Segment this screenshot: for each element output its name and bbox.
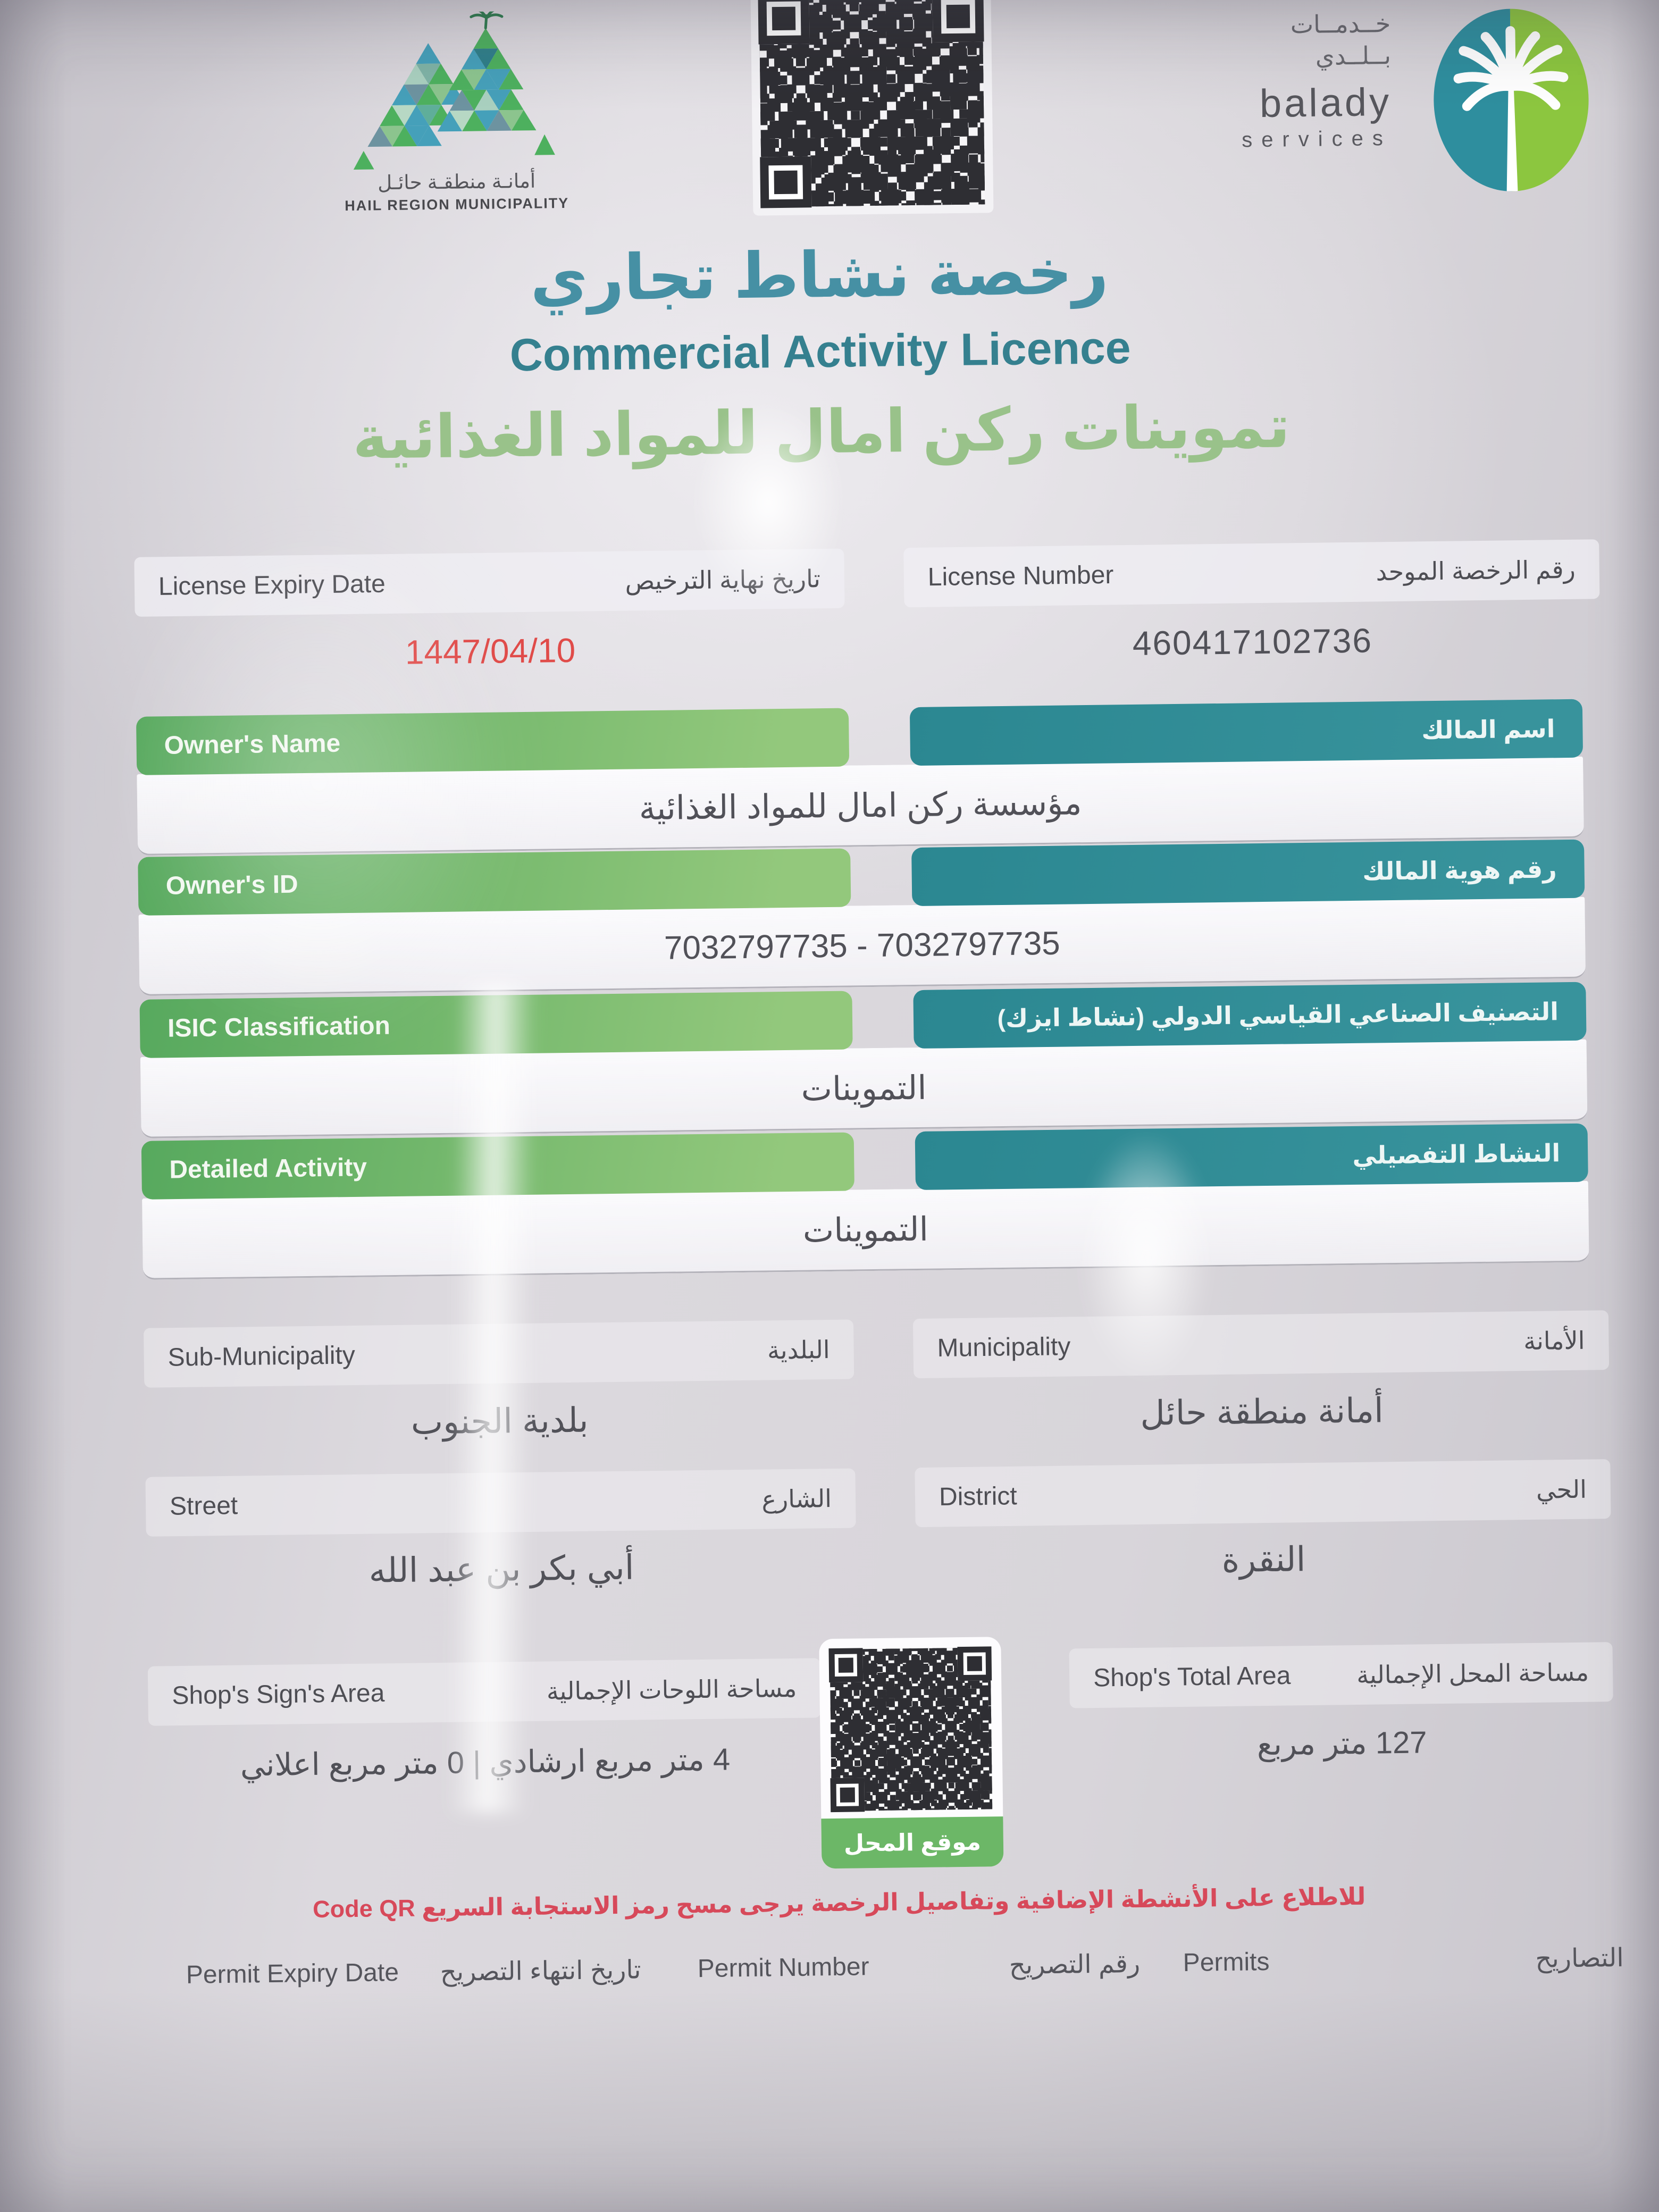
balady-services-logo: خــدمــات بــلــدي balady services <box>1114 2 1627 211</box>
licence-title-arabic: رخصة نشاط تجاري <box>530 237 1109 314</box>
sub-municipality-label-en: Sub-Municipality <box>167 1341 356 1372</box>
street-label-ar: الشارع <box>761 1485 832 1513</box>
sub-municipality-value: بلدية الجنوب <box>410 1401 589 1442</box>
balady-services-label: services <box>1241 126 1393 152</box>
hail-municipality-logo: أمانـة منطقـة حائـل HAIL REGION MUNICIPA… <box>274 10 638 215</box>
shop-total-area-value: 127 متر مربع <box>1256 1725 1427 1762</box>
qr-pattern <box>758 0 985 208</box>
isic-classification-field: التموينات ISIC Classification التصنيف ال… <box>139 982 1588 1139</box>
shop-location-qr-code <box>828 1646 993 1813</box>
permits-header-en: Permits <box>1183 1948 1270 1977</box>
permit-expiry-header-en: Permit Expiry Date <box>186 1958 399 1989</box>
owner-name-field: مؤسسة ركن امال للمواد الغذائية Owner's N… <box>136 699 1584 856</box>
owner-name-pill-en: Owner's Name <box>136 708 850 775</box>
municipality-label-band: Municipality الأمانة <box>912 1310 1610 1379</box>
district-label-en: District <box>939 1482 1017 1512</box>
shop-total-area-label-ar: مساحة المحل الإجمالية <box>1356 1658 1589 1689</box>
license-number-label-ar: رقم الرخصة الموحد <box>1376 555 1576 586</box>
permit-number-header-ar: رقم التصريح <box>1009 1949 1141 1980</box>
license-expiry-label-band: License Expiry Date تاريخ نهاية الترخيص <box>134 548 845 617</box>
business-name: تموينات ركن امال للمواد الغذائية <box>352 393 1291 471</box>
municipality-value: أمانة منطقة حائل <box>1139 1391 1384 1432</box>
detailed-activity-field: التموينات Detailed Activity النشاط التفص… <box>141 1123 1589 1280</box>
palm-oval-icon <box>1432 7 1590 192</box>
qr-finder-icon <box>758 0 810 45</box>
detailed-activity-pill-ar: النشاط التفصيلي <box>915 1123 1588 1191</box>
shop-total-area-label-band: Shop's Total Area مساحة المحل الإجمالية <box>1069 1642 1613 1708</box>
shop-location-qr-card: موقع المحل <box>819 1637 1004 1869</box>
hail-logo-english-text: HAIL REGION MUNICIPALITY <box>345 195 569 214</box>
license-expiry-value: 1447/04/10 <box>405 631 576 672</box>
qr-finder-icon <box>828 1648 864 1683</box>
district-value: النقرة <box>1221 1540 1306 1580</box>
hail-logo-arabic-text: أمانـة منطقـة حائـل <box>377 170 536 194</box>
permit-number-header-en: Permit Number <box>697 1953 869 1983</box>
triangle-mosaic-palm-icon <box>353 10 555 170</box>
license-qr-code <box>750 0 994 216</box>
license-number-label-band: License Number رقم الرخصة الموحد <box>903 539 1600 608</box>
license-number-value: 460417102736 <box>1132 621 1373 663</box>
balady-arabic-line2: بــلــدي <box>1315 41 1392 70</box>
owner-id-pill-ar: رقم هوية المالك <box>911 839 1585 907</box>
sub-municipality-label-band: Sub-Municipality البلدية <box>144 1319 854 1388</box>
isic-pill-ar: التصنيف الصناعي القياسي الدولي (نشاط ايز… <box>913 982 1587 1049</box>
permit-expiry-header-ar: تاريخ انتهاء التصريح <box>440 1956 641 1987</box>
owner-id-field: 7032797735 - 7032797735 Owner's ID رقم ه… <box>138 839 1586 996</box>
municipality-label-ar: الأمانة <box>1523 1326 1585 1355</box>
sub-municipality-label-ar: البلدية <box>767 1336 830 1364</box>
qr-finder-icon <box>957 1646 992 1681</box>
street-label-band: Street الشارع <box>145 1468 856 1537</box>
owner-id-pill-en: Owner's ID <box>138 848 851 916</box>
street-label-en: Street <box>169 1492 238 1521</box>
shop-sign-area-label-band: Shop's Sign's Area مساحة اللوحات الإجمال… <box>147 1658 822 1726</box>
shop-total-area-label-en: Shop's Total Area <box>1093 1661 1291 1692</box>
owner-name-pill-ar: اسم المالك <box>909 699 1583 766</box>
isic-pill-en: ISIC Classification <box>139 991 853 1058</box>
shop-sign-area-label-ar: مساحة اللوحات الإجمالية <box>546 1674 797 1705</box>
qr-finder-icon <box>760 156 812 208</box>
district-label-band: District الحي <box>915 1459 1611 1528</box>
shop-sign-area-label-en: Shop's Sign's Area <box>172 1679 385 1710</box>
shop-sign-area-value: 4 متر مربع ارشادي | 0 متر مربع اعلاني <box>240 1742 731 1783</box>
municipality-label-en: Municipality <box>937 1332 1071 1363</box>
shop-location-caption: موقع المحل <box>821 1816 1004 1869</box>
balady-logo-text: خــدمــات بــلــدي balady services <box>1114 8 1392 154</box>
qr-disclaimer-text: للاطلاع على الأنشطة الإضافية وتفاصيل الر… <box>312 1882 1366 1923</box>
balady-arabic-line1: خــدمــات <box>1290 9 1391 39</box>
license-expiry-label-en: License Expiry Date <box>158 569 386 601</box>
permits-section-ar: التصاريح <box>1535 1943 1624 1973</box>
detailed-activity-pill-en: Detailed Activity <box>141 1132 854 1200</box>
balady-wordmark: balady <box>1259 79 1392 125</box>
licence-title-english: Commercial Activity Licence <box>509 322 1132 381</box>
license-expiry-label-ar: تاريخ نهاية الترخيص <box>625 565 821 595</box>
qr-finder-icon <box>932 0 984 43</box>
license-number-label-en: License Number <box>927 560 1114 592</box>
qr-finder-icon <box>830 1778 865 1813</box>
street-value: أبي بكر بن عبد الله <box>368 1548 634 1590</box>
district-label-ar: الحي <box>1536 1475 1587 1504</box>
